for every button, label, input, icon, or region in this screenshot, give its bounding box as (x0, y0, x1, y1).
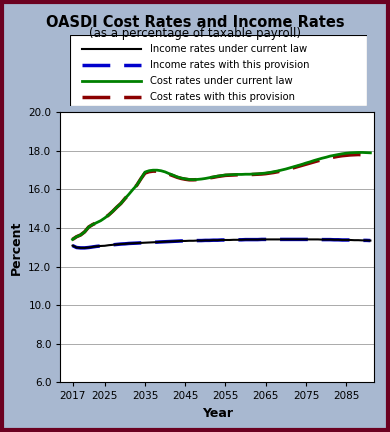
Text: (as a percentage of taxable payroll): (as a percentage of taxable payroll) (89, 27, 301, 40)
Text: Income rates under current law: Income rates under current law (150, 44, 307, 54)
Text: Cost rates under current law: Cost rates under current law (150, 76, 293, 86)
Y-axis label: Percent: Percent (10, 220, 23, 274)
Text: Cost rates with this provision: Cost rates with this provision (150, 92, 295, 102)
Text: Income rates with this provision: Income rates with this provision (150, 60, 310, 70)
Text: OASDI Cost Rates and Income Rates: OASDI Cost Rates and Income Rates (46, 15, 344, 30)
FancyBboxPatch shape (70, 35, 367, 106)
X-axis label: Year: Year (202, 407, 233, 420)
